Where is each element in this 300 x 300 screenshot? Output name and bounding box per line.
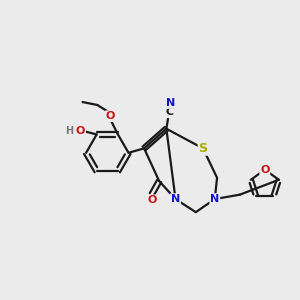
Text: O: O xyxy=(147,195,157,205)
Text: N: N xyxy=(166,98,175,108)
Text: S: S xyxy=(199,142,208,155)
Text: C: C xyxy=(165,107,173,117)
Text: O: O xyxy=(76,127,85,136)
Text: H: H xyxy=(65,127,73,136)
Text: N: N xyxy=(210,194,219,204)
Text: O: O xyxy=(260,165,269,175)
Text: O: O xyxy=(106,111,115,121)
Text: N: N xyxy=(171,194,180,204)
